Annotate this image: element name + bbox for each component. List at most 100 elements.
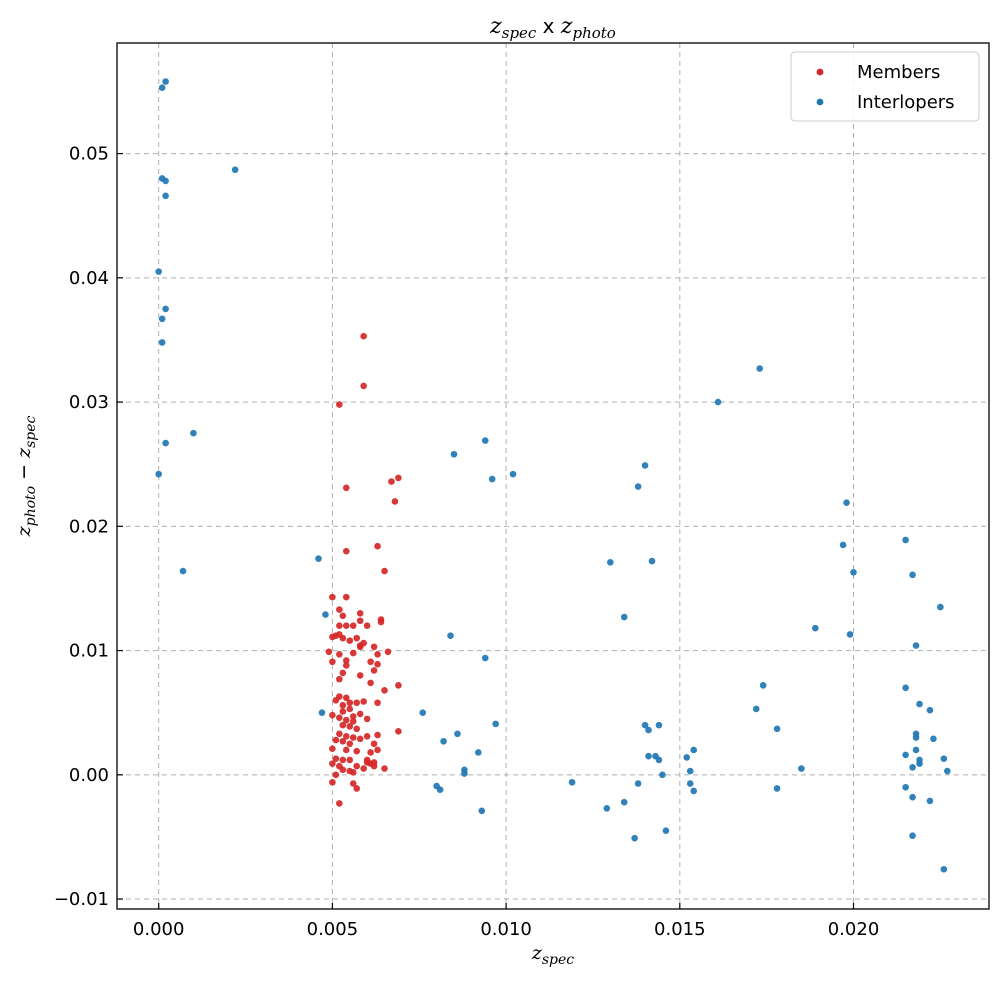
member-point — [339, 721, 347, 729]
interloper-point — [912, 746, 920, 754]
y-tick-label: 0.01 — [69, 641, 109, 662]
ylabel-mid: − — [13, 458, 35, 486]
interloper-point — [714, 398, 722, 406]
interloper-point — [447, 632, 454, 639]
interloper-point — [481, 654, 489, 662]
member-point — [329, 658, 336, 666]
member-point — [329, 711, 336, 719]
member-point — [356, 710, 364, 718]
interloper-point — [659, 771, 666, 779]
y-tick-label: −0.01 — [54, 889, 109, 910]
member-point — [353, 699, 361, 707]
interloper-point — [909, 571, 916, 579]
interloper-point — [686, 780, 694, 787]
xlabel-z: z — [531, 942, 543, 964]
y-tick-label: 0.02 — [69, 516, 109, 537]
interloper-point — [773, 725, 781, 733]
x-tick-label: 0.000 — [133, 919, 185, 940]
interloper-point — [620, 798, 628, 806]
interloper-point — [850, 568, 857, 576]
interloper-point — [937, 603, 944, 611]
member-point — [346, 756, 354, 764]
x-tick-label: 0.010 — [480, 919, 532, 940]
interloper-point — [940, 865, 948, 873]
interloper-point — [322, 611, 329, 618]
member-point — [329, 593, 336, 601]
interloper-point — [634, 483, 642, 490]
interloper-point — [773, 785, 781, 792]
interloper-point — [944, 767, 951, 775]
member-point — [374, 650, 381, 658]
member-point — [370, 643, 378, 651]
member-point — [342, 593, 350, 601]
interloper-point — [478, 807, 486, 815]
title-sub2: photo — [572, 24, 615, 42]
member-point — [367, 679, 374, 687]
member-point — [356, 617, 364, 625]
grid-lines — [117, 43, 989, 909]
member-point — [356, 642, 364, 649]
interloper-point — [811, 624, 819, 632]
interloper-point — [752, 705, 760, 713]
y-tick-label: 0.05 — [69, 144, 109, 165]
interloper-point — [179, 567, 187, 575]
member-point — [336, 730, 343, 738]
member-point — [360, 332, 367, 340]
member-point — [342, 662, 350, 669]
member-point — [342, 622, 350, 630]
interloper-point — [481, 437, 489, 444]
member-point — [346, 637, 354, 644]
interloper-point — [231, 166, 239, 174]
legend-label-members: Members — [857, 62, 940, 83]
legend-marker-members — [816, 68, 824, 76]
interloper-point — [926, 797, 934, 805]
member-point — [332, 736, 340, 744]
member-point — [346, 705, 354, 713]
interloper-point — [902, 783, 909, 791]
x-axis-label: zspec — [531, 942, 574, 968]
interloper-point — [158, 339, 166, 346]
member-point — [346, 723, 354, 730]
legend-label-interlopers: Interlopers — [857, 92, 955, 113]
member-point — [374, 660, 381, 668]
ylabel-sub2: spec — [23, 415, 39, 447]
member-point — [360, 382, 367, 390]
interloper-point — [655, 721, 663, 729]
member-point — [346, 699, 354, 707]
interloper-point — [162, 177, 169, 185]
interloper-point — [631, 834, 638, 842]
member-point — [339, 634, 347, 642]
interloper-point — [190, 429, 197, 437]
x-tick-label: 0.015 — [654, 919, 706, 940]
ylabel-z2: z — [13, 447, 35, 459]
member-point — [349, 769, 357, 776]
interloper-point — [683, 754, 691, 761]
chart-title: zspec x zphoto — [489, 14, 616, 42]
member-point — [356, 672, 364, 679]
interloper-point — [930, 735, 937, 743]
member-point — [370, 740, 378, 748]
member-point — [381, 567, 388, 575]
interloper-point — [488, 475, 496, 483]
member-point — [339, 612, 347, 620]
member-point — [349, 734, 357, 741]
y-axis-label: zphoto − zspec — [13, 415, 39, 537]
interloper-point — [634, 780, 642, 787]
member-point — [346, 740, 354, 748]
interloper-point — [902, 751, 909, 759]
member-point — [353, 747, 361, 755]
member-point — [336, 800, 343, 807]
member-point — [363, 715, 371, 723]
member-point — [374, 542, 381, 550]
interloper-point — [440, 737, 447, 745]
interloper-point — [686, 767, 694, 775]
member-point — [356, 609, 364, 617]
title-z1: z — [489, 14, 502, 39]
interloper-point — [916, 700, 923, 708]
ylabel-z1: z — [13, 525, 35, 537]
interloper-point — [641, 721, 649, 729]
member-point — [336, 606, 343, 613]
member-point — [349, 649, 357, 657]
x-tick-label: 0.005 — [307, 919, 359, 940]
